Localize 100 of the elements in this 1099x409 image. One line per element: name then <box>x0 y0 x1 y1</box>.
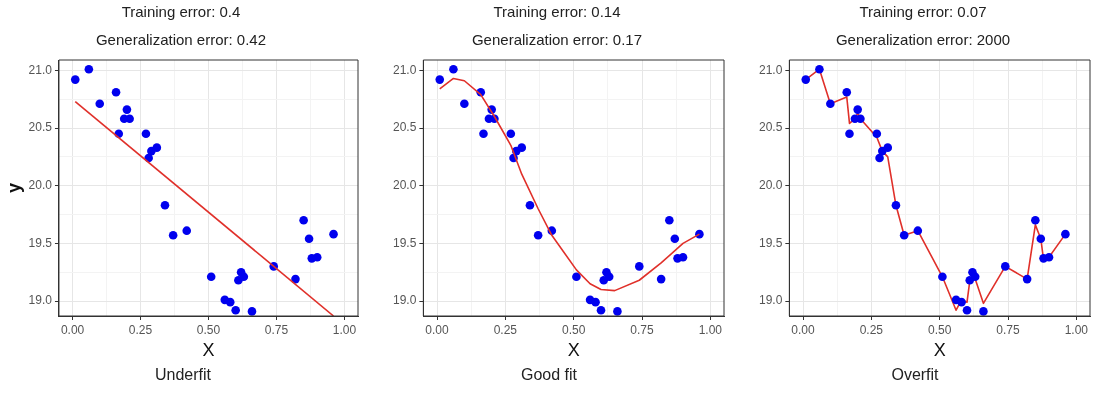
point <box>613 307 622 316</box>
point <box>225 297 235 307</box>
y-tick-label: 19.5 <box>759 235 783 250</box>
chart-subtitle: Generalization error: 0.17 <box>471 31 643 49</box>
point <box>1061 229 1070 239</box>
point <box>329 229 338 239</box>
x-tick-label: 0.50 <box>928 322 952 337</box>
point <box>875 153 884 163</box>
point <box>299 215 308 225</box>
point <box>962 305 972 315</box>
point <box>122 105 132 114</box>
point <box>604 272 614 282</box>
x-tick-label: 0.00 <box>60 322 85 337</box>
point <box>826 99 835 109</box>
x-tick-label: 1.00 <box>332 322 357 337</box>
x-axis-title: X <box>567 340 580 361</box>
text: Good fit <box>520 366 578 384</box>
text: Underfit <box>154 366 212 384</box>
x-tick-label: 0.50 <box>562 322 586 337</box>
y-tick-label: 19.0 <box>759 293 783 308</box>
point <box>957 297 966 307</box>
point <box>435 75 445 84</box>
text: Overfit <box>890 366 940 384</box>
point <box>125 114 134 124</box>
y-axis-title: y <box>3 182 24 194</box>
point <box>168 230 178 240</box>
x-tick-label: 0.50 <box>196 322 221 337</box>
y-tick-label: 20.5 <box>393 120 417 135</box>
point <box>449 64 458 74</box>
chart-title: Training error: 0.4 <box>121 3 241 21</box>
point <box>247 307 257 316</box>
point <box>591 297 600 307</box>
x-tick-label: 0.00 <box>425 322 450 337</box>
point <box>883 143 893 152</box>
point <box>533 230 543 240</box>
y-tick-label: 19.0 <box>393 293 417 308</box>
point <box>801 75 811 84</box>
point <box>525 201 535 210</box>
point <box>312 252 322 262</box>
point <box>670 234 680 244</box>
point <box>572 272 581 282</box>
y-tick-label: 20.5 <box>759 120 783 135</box>
point <box>1022 274 1032 284</box>
point <box>872 129 882 139</box>
point <box>656 274 666 284</box>
x-axis-title: X <box>202 340 215 361</box>
point <box>84 64 94 74</box>
point <box>815 64 824 74</box>
x-tick-label: 1.00 <box>698 322 723 337</box>
point <box>95 99 105 109</box>
x-tick-label: 0.25 <box>859 322 884 337</box>
point <box>842 87 852 97</box>
y-tick-label: 21.0 <box>759 62 783 77</box>
point <box>291 274 300 284</box>
point <box>1031 215 1040 225</box>
point <box>231 305 240 315</box>
point <box>517 143 527 152</box>
y-tick-label: 20.0 <box>393 178 417 193</box>
point <box>596 305 606 315</box>
x-axis-title: X <box>933 340 946 361</box>
point <box>111 87 121 97</box>
y-tick-label: 21.0 <box>28 62 53 77</box>
point <box>152 143 162 152</box>
x-tick-label: 0.00 <box>791 322 816 337</box>
point <box>182 226 192 235</box>
chart-subtitle: Generalization error: 0.42 <box>95 31 267 49</box>
chart-subtitle: Generalization error: 2000 <box>835 31 1011 49</box>
point <box>1036 234 1046 244</box>
point <box>856 114 865 124</box>
y-tick-label: 19.5 <box>393 235 417 250</box>
point <box>506 129 516 139</box>
x-tick-label: 0.25 <box>493 322 518 337</box>
point <box>1000 262 1010 271</box>
point <box>141 129 151 139</box>
x-tick-label: 1.00 <box>1064 322 1089 337</box>
point <box>665 215 674 225</box>
point <box>979 307 988 316</box>
x-tick-label: 0.25 <box>128 322 153 337</box>
point <box>634 262 644 271</box>
y-tick-label: 20.5 <box>28 120 53 135</box>
point <box>1044 252 1054 262</box>
point <box>160 201 170 210</box>
y-tick-label: 20.0 <box>759 178 783 193</box>
point <box>239 272 249 282</box>
point <box>899 230 909 240</box>
x-tick-label: 0.75 <box>630 322 655 337</box>
y-tick-label: 19.5 <box>28 235 53 250</box>
chart-title: Training error: 0.07 <box>859 3 987 21</box>
point <box>970 272 980 282</box>
point <box>70 75 80 84</box>
point <box>853 105 862 114</box>
point <box>479 129 488 139</box>
y-tick-label: 20.0 <box>28 178 53 193</box>
point <box>206 272 216 282</box>
point <box>845 129 854 139</box>
y-tick-label: 21.0 <box>393 62 417 77</box>
point <box>913 226 923 235</box>
point <box>460 99 469 109</box>
point <box>938 272 947 282</box>
point <box>891 201 901 210</box>
